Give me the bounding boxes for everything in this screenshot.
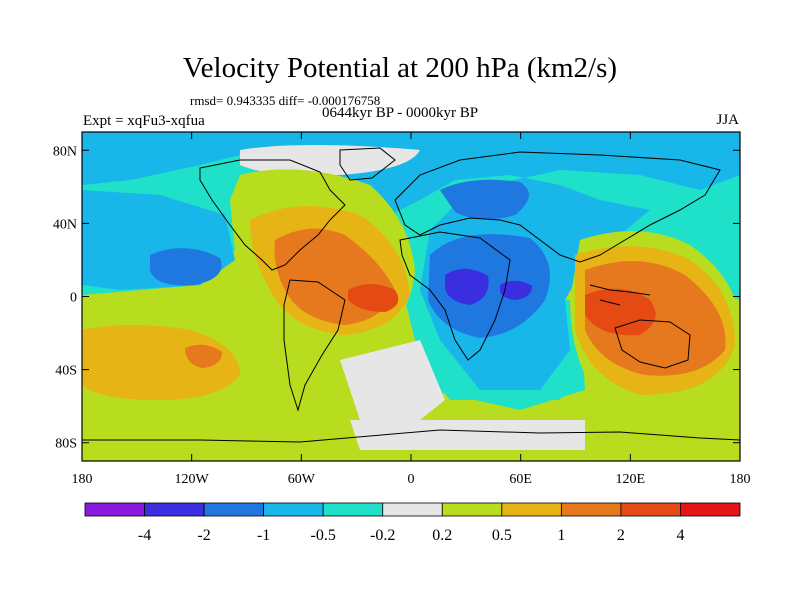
coastline-australia <box>614 319 691 369</box>
contour-blue-north <box>440 179 529 220</box>
colorbar: -4 -2 -1 -0.5 -0.2 0.2 0.5 1 2 4 <box>84 502 741 544</box>
colorbar-swatch <box>501 502 562 517</box>
colorbar-swatch <box>144 502 205 517</box>
colorbar-swatch <box>382 502 443 517</box>
lat-tick-label: 0 <box>70 291 77 306</box>
coastline-eurasia <box>394 151 721 263</box>
experiment-label: Expt = xqFu3-xqfua <box>83 113 205 129</box>
contour-blue-africa <box>428 234 550 338</box>
lat-tick-label: 80N <box>53 144 77 159</box>
contour-darkblue-east <box>500 280 532 300</box>
lon-tick-label: 0 <box>408 472 415 487</box>
colorbar-label: 4 <box>676 527 684 544</box>
contour-redorange-atlantic <box>348 284 399 312</box>
contour-darkblue-africa <box>445 268 489 305</box>
lon-tick-label: 180 <box>72 472 93 487</box>
colorbar-swatch <box>560 502 622 517</box>
colorbar-swatch <box>680 502 741 517</box>
lon-tick-label: 60E <box>509 472 532 487</box>
colorbar-label: -0.5 <box>311 527 336 544</box>
colorbar-label: -0.2 <box>370 527 395 544</box>
season-label: JJA <box>716 112 739 128</box>
contour-lightblue-north <box>82 132 740 390</box>
contour-yellow-south-pacific <box>82 325 240 400</box>
colorbar-swatch <box>84 502 145 517</box>
colorbar-label: -2 <box>197 527 210 544</box>
coastline-greenland <box>339 147 396 181</box>
colorbar-label: 2 <box>617 527 625 544</box>
lon-tick-label: 120E <box>616 472 646 487</box>
period-label: 0644kyr BP - 0000kyr BP <box>322 105 479 121</box>
coastline-indonesia <box>589 284 651 306</box>
contour-blue-pacific <box>150 248 222 286</box>
colorbar-swatch <box>620 502 681 517</box>
latitude-axis: 80N 40N 0 40S 80S <box>53 144 740 452</box>
colorbar-swatch <box>322 502 384 517</box>
lat-tick-label: 80S <box>55 437 77 452</box>
coastline-north-america <box>199 159 346 271</box>
lon-tick-label: 120W <box>175 472 210 487</box>
longitude-axis: 180 120W 60W 0 60E 120E 180 <box>72 132 751 487</box>
coastlines <box>82 147 740 443</box>
lon-tick-label: 60W <box>288 472 316 487</box>
colorbar-label: 0.2 <box>432 527 452 544</box>
colorbar-label: -4 <box>138 527 151 544</box>
contour-orange-south-pacific <box>185 344 222 368</box>
contour-white-antarctic <box>350 420 585 450</box>
colorbar-swatch <box>203 502 265 517</box>
colorbar-label: -1 <box>257 527 270 544</box>
plot-title: Velocity Potential at 200 hPa (km2/s) <box>182 52 618 84</box>
colorbar-swatch <box>441 502 503 517</box>
coastline-south-america <box>283 279 346 412</box>
colorbar-label: 1 <box>557 527 565 544</box>
colorbar-label: 0.5 <box>492 527 512 544</box>
coastline-antarctica <box>82 429 740 443</box>
stats-line: rmsd= 0.943335 diff= -0.000176758 <box>190 93 381 108</box>
coastline-africa <box>399 231 511 361</box>
velocity-potential-field <box>82 132 740 461</box>
lat-tick-label: 40N <box>53 217 77 232</box>
contour-white-atlantic <box>340 340 445 420</box>
colorbar-swatch <box>263 502 324 517</box>
lat-tick-label: 40S <box>55 364 77 379</box>
contour-white-arctic <box>240 145 420 176</box>
lon-tick-label: 180 <box>730 472 751 487</box>
